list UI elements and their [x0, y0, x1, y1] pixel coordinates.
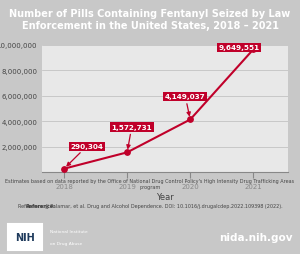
Point [125, 151, 130, 155]
Text: 4,149,037: 4,149,037 [165, 94, 206, 116]
Text: 9,649,551: 9,649,551 [219, 45, 260, 51]
FancyBboxPatch shape [8, 224, 42, 250]
Text: Estimates based on data reported by the Office of National Drug Control Policy's: Estimates based on data reported by the … [5, 179, 295, 189]
Text: 290,304: 290,304 [67, 144, 103, 166]
X-axis label: Year: Year [156, 192, 174, 201]
Text: NIH: NIH [15, 232, 35, 242]
Text: on Drug Abuse: on Drug Abuse [50, 241, 82, 245]
Text: Reference:: Reference: [26, 203, 56, 208]
Text: nida.nih.gov: nida.nih.gov [219, 232, 292, 242]
Text: Reference: JJ Palamar, et al. Drug and Alcohol Dependence. DOI: 10.1016/j.drugal: Reference: JJ Palamar, et al. Drug and A… [18, 203, 282, 208]
Text: Number of Pills Containing Fentanyl Seized by Law
Enforcement in the United Stat: Number of Pills Containing Fentanyl Seiz… [9, 9, 291, 30]
Point [188, 118, 193, 122]
Text: National Institute: National Institute [50, 229, 87, 233]
Point [251, 48, 256, 52]
Text: 1,572,731: 1,572,731 [111, 124, 152, 149]
Point [62, 167, 67, 171]
